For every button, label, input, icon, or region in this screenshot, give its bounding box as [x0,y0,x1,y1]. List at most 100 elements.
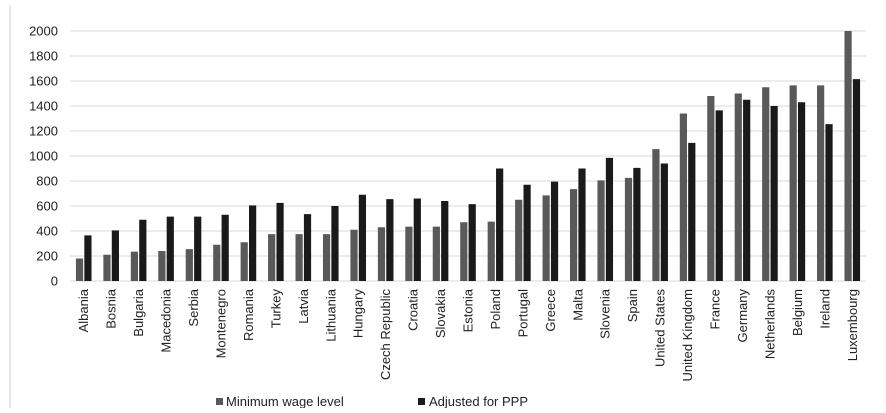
x-axis: Albania Bosnia Bulgaria Macedonia Serbia Mont… [76,288,860,381]
bar-adjusted-ppp [413,198,421,281]
bar-adjusted-ppp [660,163,668,281]
bar-minimum-wage [130,251,139,282]
bar-adjusted-ppp [386,199,394,282]
bars [75,31,861,282]
bar-minimum-wage [377,227,386,281]
y-tick-label: 800 [36,174,58,189]
x-tick-label: Slovakia [433,288,448,338]
bar-adjusted-ppp [852,79,861,282]
bar-minimum-wage [158,251,166,281]
bar-minimum-wage [322,234,331,282]
x-tick-label: Serbia [186,288,201,326]
bar-adjusted-ppp [633,167,641,282]
bar-adjusted-ppp [578,168,586,281]
x-tick-label: France [708,289,723,329]
x-tick-label: United Kingdom [680,289,695,382]
y-tick-label: 1000 [29,149,58,164]
bar-minimum-wage [515,199,523,281]
x-tick-label: Bosnia [104,288,119,329]
bar-minimum-wage [295,234,303,282]
x-tick-label: Malta [570,288,585,321]
x-tick-label: Netherlands [762,289,777,360]
x-tick-label: United States [653,289,668,368]
bar-adjusted-ppp [331,206,339,281]
x-tick-label: Luxembourg [845,289,860,361]
bar-adjusted-ppp [441,201,449,281]
bar-minimum-wage [268,234,276,282]
y-axis: 0 200 400 600 800 1000 1200 1400 1600 1800 2000 [29,24,58,289]
bar-adjusted-ppp [715,110,723,282]
y-tick-label: 600 [36,199,58,214]
bar-minimum-wage [432,226,440,282]
bar-minimum-wage [185,249,193,282]
x-tick-label: Slovenia [598,288,613,339]
y-tick-label: 1600 [29,74,58,89]
x-tick-label: Lithuania [323,288,338,342]
x-tick-label: Bulgaria [131,288,146,336]
x-tick-label: Latvia [296,288,311,323]
bar-adjusted-ppp [770,106,778,281]
x-tick-label: Romania [241,288,256,341]
bar-minimum-wage [652,149,660,282]
legend-swatch [216,398,223,405]
bar-adjusted-ppp [825,124,833,282]
y-tick-label: 1800 [29,49,58,64]
bar-minimum-wage [707,96,715,281]
bar-minimum-wage [350,229,358,281]
y-tick-label: 200 [36,249,58,264]
x-tick-label: Croatia [406,288,421,331]
x-tick-label: Germany [735,289,750,343]
legend-label: Adjusted for PPP [429,394,528,408]
x-tick-label: Czech Republic [378,289,393,381]
bar-adjusted-ppp [468,204,476,282]
bar-minimum-wage [75,258,84,281]
bar-adjusted-ppp [496,168,504,281]
bar-adjusted-ppp [111,230,119,282]
legend: Minimum wage level Adjusted for PPP [216,394,528,409]
bar-adjusted-ppp [139,219,147,281]
y-tick-label: 1200 [29,124,58,139]
x-tick-label: Poland [488,289,503,329]
bar-minimum-wage [624,177,633,282]
bar-minimum-wage [844,31,852,281]
bar-minimum-wage [569,189,578,282]
bar-minimum-wage [679,113,687,281]
x-tick-label: Turkey [268,289,283,329]
y-tick-label: 2000 [29,24,58,39]
x-tick-label: Greece [543,289,558,332]
x-tick-label: Portugal [515,289,530,338]
bar-minimum-wage [762,87,770,281]
bar-adjusted-ppp [194,216,202,282]
x-tick-label: Ireland [817,289,832,329]
y-tick-label: 0 [51,274,58,289]
bar-adjusted-ppp [166,216,174,282]
x-tick-label: Spain [625,289,640,322]
bar-adjusted-ppp [276,202,284,282]
bar-adjusted-ppp [84,235,92,282]
bar-adjusted-ppp [550,181,559,282]
bar-adjusted-ppp [743,99,751,281]
x-tick-label: Hungary [351,289,366,339]
bar-adjusted-ppp [797,102,806,281]
x-tick-label: Macedonia [159,288,174,352]
bar-minimum-wage [789,85,797,282]
bar-minimum-wage [734,93,742,281]
bar-minimum-wage [213,244,221,281]
y-tick-label: 400 [36,224,58,239]
bar-minimum-wage [817,85,825,282]
y-tick-label: 1400 [29,99,58,114]
x-tick-label: Montenegro [213,289,228,358]
legend-label: Minimum wage level [226,394,344,408]
bar-minimum-wage [405,226,413,282]
legend-swatch [418,398,425,405]
bar-adjusted-ppp [688,142,696,282]
bar-adjusted-ppp [605,157,614,282]
bar-minimum-wage [460,222,468,281]
bar-adjusted-ppp [523,184,531,281]
bar-minimum-wage [597,180,605,282]
bar-adjusted-ppp [221,214,229,281]
bar-adjusted-ppp [303,214,312,282]
x-tick-label: Estonia [461,288,476,332]
